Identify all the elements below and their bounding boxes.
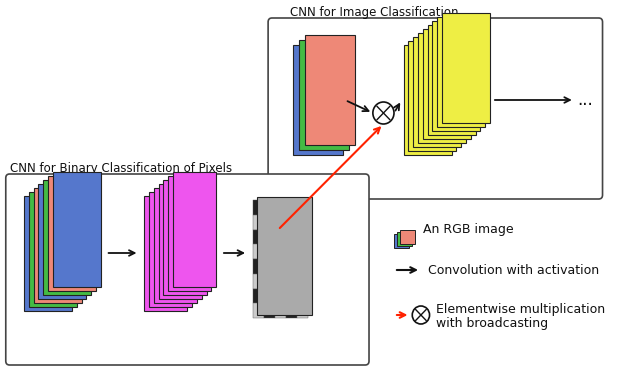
Bar [298,200,308,215]
Polygon shape [53,172,101,287]
Bar [286,244,298,259]
Bar [264,259,275,274]
Bar [264,200,275,215]
Bar [253,215,264,229]
Polygon shape [437,17,485,127]
Polygon shape [413,37,461,147]
Bar [298,274,308,288]
Bar [275,215,286,229]
Polygon shape [394,234,410,248]
Bar [253,288,264,303]
Bar [253,274,264,288]
Polygon shape [299,40,349,150]
Bar [286,274,298,288]
Bar [275,303,286,318]
Bar [275,288,286,303]
Bar [275,230,286,244]
Polygon shape [168,176,211,291]
Text: Elementwise multiplication: Elementwise multiplication [436,303,605,316]
Bar [286,200,298,215]
Bar [286,303,298,318]
FancyBboxPatch shape [268,18,602,199]
Polygon shape [257,197,312,315]
Polygon shape [149,192,192,307]
Bar [253,200,264,215]
Circle shape [412,306,429,324]
Bar [275,244,286,259]
Bar [264,288,275,303]
Bar [275,259,286,274]
Polygon shape [442,13,490,123]
Polygon shape [423,29,471,139]
Bar [264,303,275,318]
Bar [298,259,308,274]
Bar [298,215,308,229]
Polygon shape [34,188,82,303]
Polygon shape [173,172,216,287]
Text: Convolution with activation: Convolution with activation [428,264,599,276]
Bar [253,244,264,259]
Bar [275,200,286,215]
Text: CNN for Binary Classification of Pixels: CNN for Binary Classification of Pixels [10,162,232,175]
Bar [298,244,308,259]
Polygon shape [44,180,92,295]
Polygon shape [38,184,86,299]
Polygon shape [433,21,481,131]
Polygon shape [397,232,412,246]
Polygon shape [163,180,207,295]
Polygon shape [159,184,202,299]
Polygon shape [24,196,72,311]
Polygon shape [404,45,452,155]
Bar [253,230,264,244]
Polygon shape [408,41,456,151]
Polygon shape [293,45,343,155]
Polygon shape [428,25,476,135]
Polygon shape [305,35,355,145]
Bar [275,274,286,288]
Bar [264,274,275,288]
Bar [264,230,275,244]
Polygon shape [418,33,466,143]
Bar [286,259,298,274]
FancyBboxPatch shape [6,174,369,365]
Bar [264,244,275,259]
Bar [264,215,275,229]
Polygon shape [400,230,415,244]
Bar [298,303,308,318]
Text: An RGB image: An RGB image [423,224,513,237]
Text: with broadcasting: with broadcasting [436,318,548,330]
Bar [253,259,264,274]
Bar [253,303,264,318]
Circle shape [373,102,394,124]
Polygon shape [144,196,188,311]
Bar [286,215,298,229]
Text: CNN for Image Classification: CNN for Image Classification [290,6,459,19]
Polygon shape [154,188,197,303]
Polygon shape [29,192,77,307]
Polygon shape [48,176,96,291]
Bar [298,230,308,244]
Bar [298,288,308,303]
Bar [286,288,298,303]
Text: ...: ... [577,91,593,109]
Bar [286,230,298,244]
